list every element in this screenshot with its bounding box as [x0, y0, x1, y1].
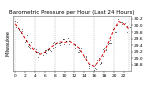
Y-axis label: Milwaukee: Milwaukee [6, 31, 11, 56]
Title: Barometric Pressure per Hour (Last 24 Hours): Barometric Pressure per Hour (Last 24 Ho… [9, 10, 135, 15]
